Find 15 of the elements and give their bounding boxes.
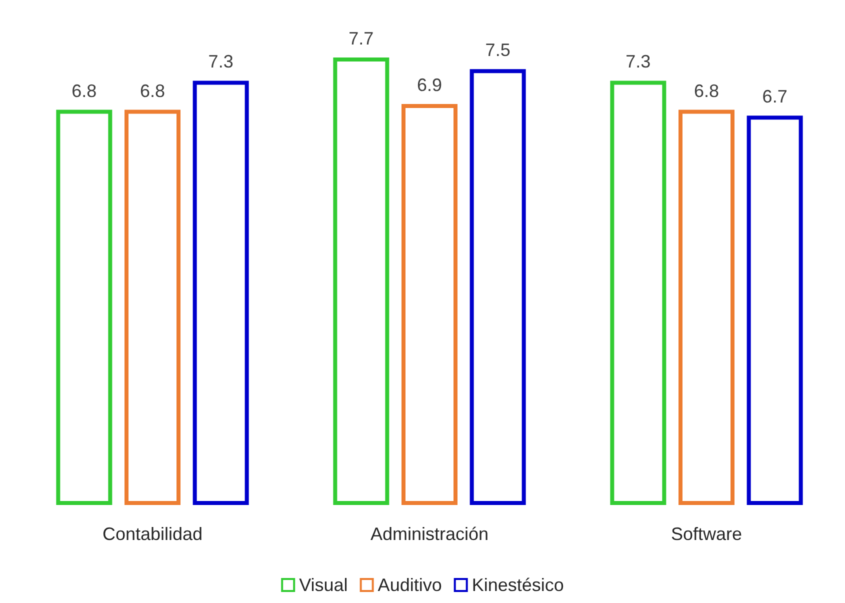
legend-label: Visual [299,575,348,595]
legend-label: Kinestésico [472,575,564,595]
data-label: 7.3 [208,52,234,72]
data-label: 6.8 [72,80,97,101]
x-tick-label: Contabilidad [102,524,203,544]
legend-label: Auditivo [378,575,442,595]
data-label: 6.9 [416,74,442,95]
x-tick-label: Software [670,524,742,544]
data-label: 7.3 [626,52,651,72]
data-label: 6.7 [762,86,788,107]
x-tick-label: Administración [370,524,489,544]
data-label: 7.7 [348,28,374,48]
data-label: 6.8 [140,80,166,101]
data-label: 6.8 [694,80,720,101]
data-label: 7.5 [485,40,510,60]
